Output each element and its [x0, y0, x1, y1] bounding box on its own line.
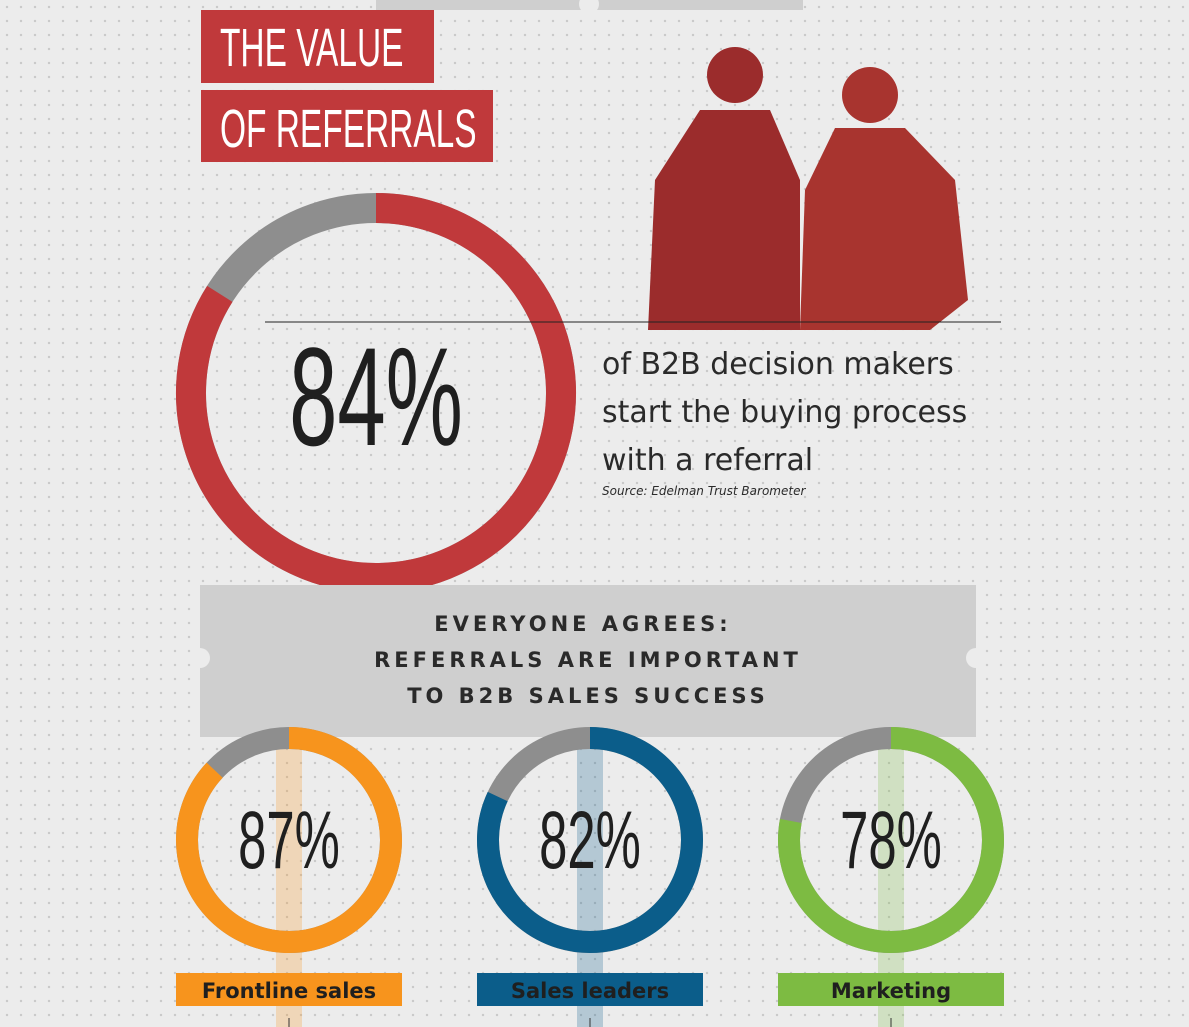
title: OF REFERRALS	[220, 98, 477, 159]
group-name: Frontline sales	[202, 979, 376, 1003]
source: Source: Edelman Trust Barometer	[602, 484, 806, 498]
title: THE VALUE	[220, 17, 403, 78]
hero-text: of B2B decision makers	[602, 347, 954, 382]
label-box	[778, 973, 1004, 1006]
group-name: Sales leaders	[511, 979, 669, 1003]
notch	[966, 648, 986, 668]
illustration	[648, 47, 968, 330]
donut-arc	[176, 193, 576, 593]
top-notch	[579, 0, 599, 14]
banner	[200, 585, 976, 737]
hero-value: 84%	[289, 319, 463, 475]
figure	[800, 128, 968, 330]
figure	[648, 110, 800, 330]
hero-text: with a referral	[602, 443, 813, 478]
title-box	[201, 10, 434, 83]
label-box	[477, 973, 703, 1006]
hero-text: start the buying process	[602, 395, 967, 430]
group-name: Marketing	[831, 979, 951, 1003]
head	[707, 47, 763, 103]
donut-arc	[176, 727, 402, 953]
notch	[190, 648, 210, 668]
head	[842, 67, 898, 123]
group-value: 82%	[539, 795, 641, 886]
banner-text: TO B2B SALES SUCCESS	[407, 684, 769, 708]
donut-arc	[477, 727, 703, 953]
banner-text: EVERYONE AGREES:	[434, 612, 731, 636]
title-box	[201, 90, 493, 162]
label-box	[176, 973, 402, 1006]
donut-arc	[778, 727, 1004, 953]
group-value: 87%	[238, 795, 340, 886]
banner-text: REFERRALS ARE IMPORTANT	[374, 648, 802, 672]
group-value: 78%	[840, 795, 942, 886]
